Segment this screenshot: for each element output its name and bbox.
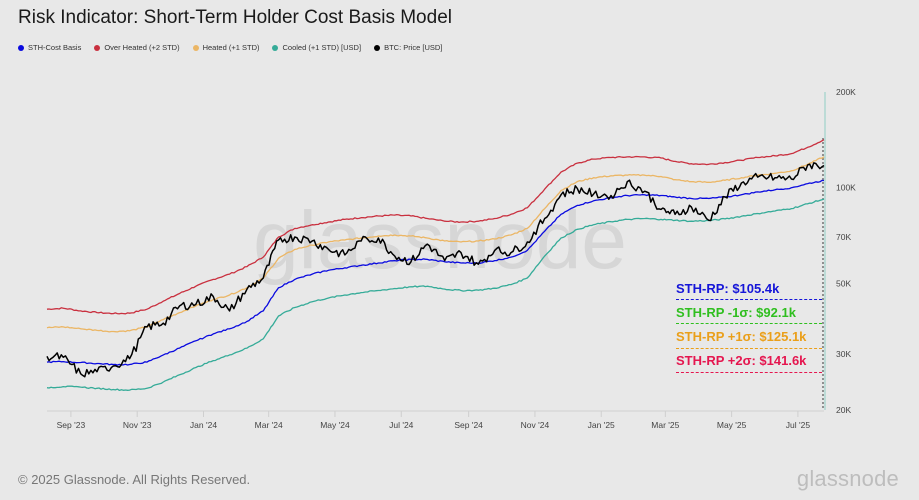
legend-dot-icon: [18, 44, 24, 51]
legend-dot-icon: [374, 44, 381, 51]
sth-cost-basis-line: [46, 179, 825, 366]
y-tick-label: 70K: [836, 232, 851, 242]
legend-item-heated[interactable]: Heated (+1 STD): [192, 43, 260, 52]
x-tick-label: Nov '23: [123, 420, 152, 430]
y-tick-label: 50K: [836, 278, 851, 288]
copyright-text: © 2025 Glassnode. All Rights Reserved.: [18, 472, 251, 487]
y-tick-label: 30K: [836, 349, 851, 359]
y-tick-label: 100K: [836, 183, 856, 193]
x-tick-label: Mar '24: [255, 420, 283, 430]
x-tick-label: Jan '25: [588, 420, 615, 430]
x-tick-label: Nov '24: [521, 420, 550, 430]
annotation-sth-rp-plus-1sigma: STH-RP +1σ: $125.1k: [676, 329, 807, 344]
x-tick-label: Jul '24: [389, 420, 414, 430]
heated-line: [46, 156, 825, 333]
over-heated-line: [46, 139, 825, 315]
annotation-line-sth-rp-plus-1sigma: [676, 348, 822, 349]
legend-label: Cooled (+1 STD) [USD]: [282, 43, 362, 52]
legend-dot-icon: [94, 44, 101, 51]
annotation-sth-rp: STH-RP: $105.4k: [676, 281, 780, 296]
legend-dot-icon: [192, 44, 199, 51]
legend-item-sth-cost-basis[interactable]: STH-Cost Basis: [18, 43, 81, 52]
chart-legend: STH-Cost Basis Over Heated (+2 STD) Heat…: [18, 43, 442, 52]
x-axis: Sep '23 Nov '23 Jan '24 Mar '24 May '24 Jul '…: [47, 410, 824, 430]
y-tick-label: 20K: [836, 405, 851, 415]
x-tick-label: Mar '25: [651, 420, 679, 430]
annotation-line-sth-rp-minus-1sigma: [676, 323, 822, 324]
annotation-line-sth-rp: [676, 299, 822, 300]
legend-item-over-heated[interactable]: Over Heated (+2 STD): [94, 43, 180, 52]
annotation-line-sth-rp-plus-2sigma: [676, 372, 822, 373]
y-axis: 20K 30K 50K 70K 100K 200K: [822, 87, 856, 415]
btc-price-line: [46, 162, 825, 378]
annotation-sth-rp-plus-2sigma: STH-RP +2σ: $141.6k: [676, 353, 807, 368]
x-tick-label: May '25: [717, 420, 747, 430]
x-tick-label: Jan '24: [190, 420, 217, 430]
chart-title: Risk Indicator: Short-Term Holder Cost B…: [18, 7, 452, 28]
x-tick-label: Jul '25: [786, 420, 811, 430]
legend-label: Over Heated (+2 STD): [104, 43, 180, 52]
legend-item-cooled[interactable]: Cooled (+1 STD) [USD]: [272, 43, 361, 52]
x-tick-label: Sep '23: [57, 420, 86, 430]
legend-label: Heated (+1 STD): [202, 43, 260, 52]
glassnode-logo: glassnode: [796, 466, 899, 491]
annotation-sth-rp-minus-1sigma: STH-RP -1σ: $92.1k: [676, 305, 796, 320]
legend-dot-icon: [272, 44, 279, 51]
cooled-line: [46, 198, 825, 392]
x-tick-label: Sep '24: [454, 420, 483, 430]
legend-label: STH-Cost Basis: [28, 43, 82, 52]
legend-item-btc-price[interactable]: BTC: Price [USD]: [374, 43, 442, 52]
series-lines: [46, 139, 825, 392]
x-tick-label: May '24: [320, 420, 350, 430]
y-tick-label: 200K: [836, 87, 856, 97]
legend-label: BTC: Price [USD]: [384, 43, 443, 52]
